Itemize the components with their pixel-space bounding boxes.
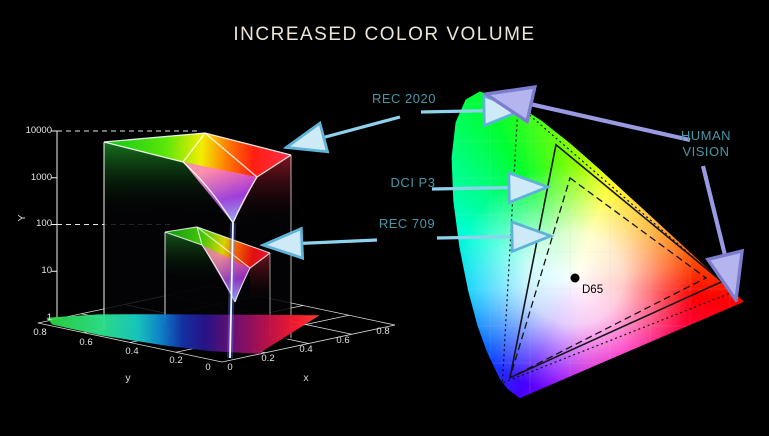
ground-x-tick-08: 0.8: [376, 326, 390, 337]
human-vision-line1: HUMAN: [680, 128, 732, 143]
y-tick-10: 10: [41, 265, 52, 276]
ground-x-tick-04: 0.4: [299, 344, 313, 355]
ground-x-tick-02: 0.2: [261, 353, 275, 364]
rec709-arrow-right: [436, 236, 549, 238]
dcip3-triangle: [508, 143, 724, 380]
page-title: INCREASED COLOR VOLUME: [233, 24, 536, 45]
ground-x-axis-label: x: [303, 372, 309, 384]
rec709-triangle: [508, 176, 708, 380]
callout-arrows: [265, 95, 735, 296]
human-vision-arrow-top: [490, 95, 691, 143]
rec709-arrow-left: [265, 240, 378, 245]
rec2020-arrow-left: [288, 115, 401, 147]
y-axis-label: Y: [16, 214, 28, 222]
y-tick-1000: 1000: [30, 172, 52, 183]
ground-y-tick-08: 0.8: [33, 327, 47, 338]
ground-y-tick-04: 0.4: [125, 346, 139, 357]
ground-x-tick-06: 0.6: [336, 335, 350, 346]
human-vision-arrow-bottom: [700, 165, 735, 296]
dcip3-label: DCI P3: [390, 175, 436, 190]
d65-point: [570, 273, 580, 283]
d65-label: D65: [582, 284, 604, 296]
human-vision-label: HUMAN VISION: [664, 128, 748, 161]
ground-x-tick-0: 0: [227, 362, 233, 373]
ground-y-tick-02: 0.2: [169, 355, 183, 366]
ground-gamut-footprint: [46, 314, 320, 354]
ground-y-tick-0: 0: [205, 362, 211, 373]
rec2020-arrow-right: [420, 110, 521, 112]
human-vision-line2: VISION: [682, 144, 730, 160]
rec709-label: REC 709: [378, 216, 436, 231]
y-tick-10000: 10000: [25, 125, 52, 136]
blue-corner-edge: [227, 222, 236, 359]
ground-y-axis-label: y: [125, 372, 131, 384]
ground-y-tick-06: 0.6: [79, 337, 93, 348]
rec2020-label: REC 2020: [372, 91, 436, 106]
dcip3-arrow-right: [431, 187, 546, 189]
y-tick-1: 1: [46, 312, 52, 323]
y-tick-100: 100: [36, 218, 52, 229]
